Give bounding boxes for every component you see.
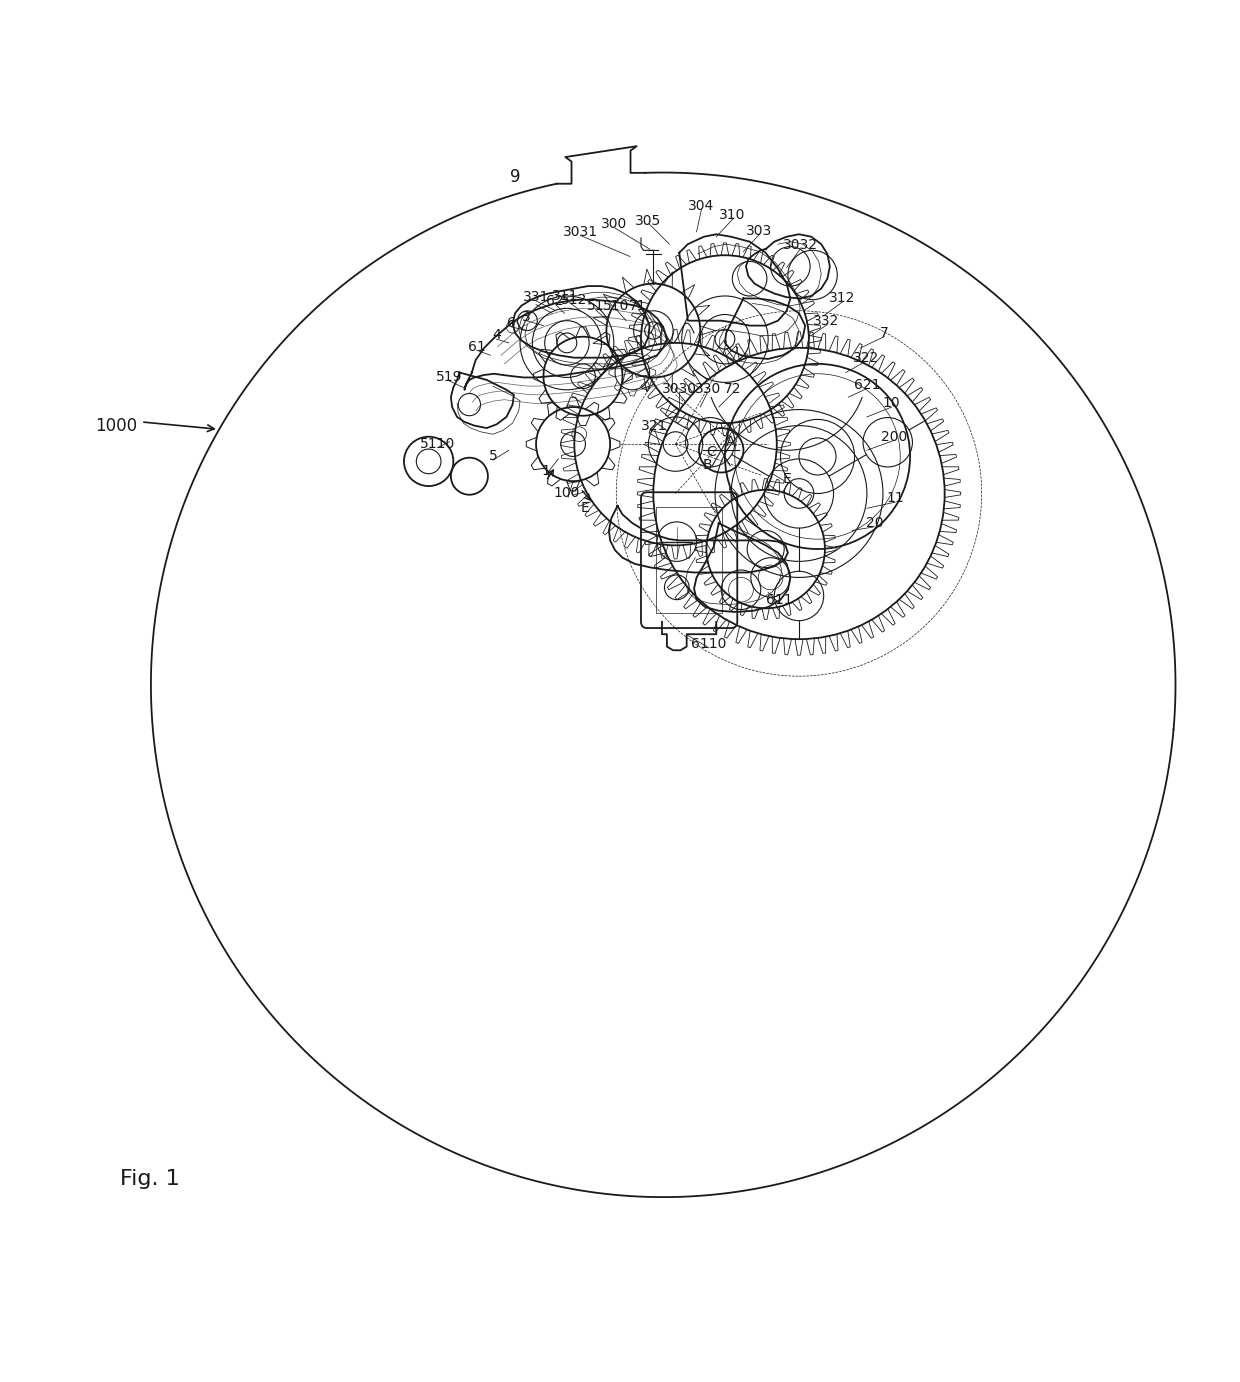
Text: 321: 321 [641,419,668,433]
Text: 3031: 3031 [563,225,598,239]
Text: B: B [703,457,713,473]
Text: 331: 331 [523,290,549,304]
Text: 322: 322 [853,351,879,365]
Text: 510: 510 [603,299,630,312]
Text: 1: 1 [542,464,551,478]
Text: 7: 7 [880,326,889,340]
Text: Fig. 1: Fig. 1 [120,1169,180,1189]
Bar [656,507,723,614]
Text: 5110: 5110 [419,437,455,451]
Text: 332: 332 [813,314,839,328]
Text: 6: 6 [507,316,516,330]
Text: 512: 512 [562,293,588,307]
Text: 304: 304 [688,199,714,213]
Text: 300: 300 [600,217,627,231]
Text: 3: 3 [522,310,531,323]
Text: 310: 310 [719,207,745,221]
Text: 51: 51 [587,299,604,312]
Text: 1000: 1000 [95,416,138,434]
Text: 10: 10 [883,397,900,410]
Text: 9: 9 [510,169,521,187]
Text: E: E [582,502,590,515]
Text: 200: 200 [880,430,908,444]
Text: 312: 312 [830,292,856,305]
Text: 20: 20 [866,515,883,531]
Text: 62: 62 [546,294,563,308]
Text: 6110: 6110 [691,637,727,651]
Text: 72: 72 [724,381,742,395]
Text: 4: 4 [492,329,501,343]
Text: 611: 611 [766,593,792,607]
Text: 330: 330 [694,381,720,395]
Text: E: E [782,471,791,485]
Text: 305: 305 [635,214,661,228]
Text: 311: 311 [553,289,579,303]
Text: C: C [707,445,717,459]
Text: 519: 519 [436,370,463,384]
Text: 61: 61 [467,340,486,354]
Text: 621: 621 [853,377,880,392]
Text: A: A [727,435,735,449]
Text: 303: 303 [746,224,773,238]
Text: 3032: 3032 [782,238,817,253]
Text: 5: 5 [489,449,497,463]
Text: 71: 71 [629,299,646,312]
Text: 3030: 3030 [662,381,697,395]
Text: 11: 11 [887,492,904,506]
Text: 100: 100 [554,486,580,500]
